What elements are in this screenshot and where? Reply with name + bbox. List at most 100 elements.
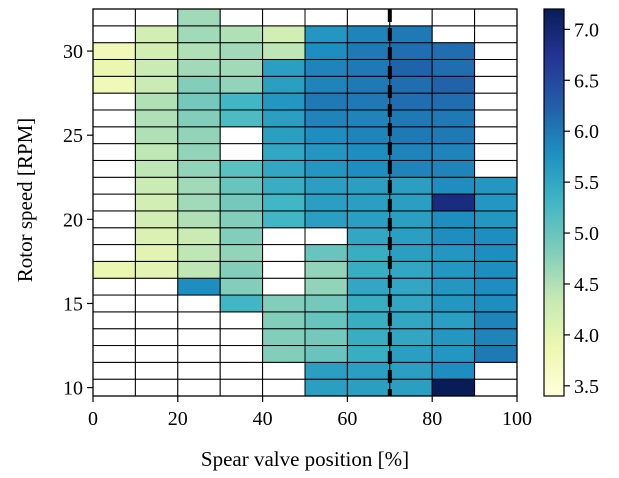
heatmap-cell	[177, 92, 221, 111]
heatmap-cell	[92, 328, 136, 347]
colorbar-tick-label: 7.0	[574, 19, 599, 41]
heatmap-cell	[431, 42, 476, 60]
heatmap-cell	[177, 345, 221, 363]
heatmap-cell	[389, 260, 433, 279]
y-axis-label: Rotor speed [RPM]	[13, 118, 37, 283]
heatmap-cell	[92, 294, 136, 313]
heatmap-cell	[304, 227, 348, 246]
heatmap-cell	[346, 260, 391, 279]
heatmap-cell	[219, 92, 264, 111]
heatmap-cell	[474, 58, 518, 77]
heatmap-cell	[389, 210, 433, 229]
heatmap-cell	[304, 25, 348, 44]
heatmap-cell	[262, 58, 306, 77]
heatmap-cell	[92, 58, 136, 77]
heatmap-cell	[474, 159, 518, 178]
heatmap-cell	[177, 193, 221, 212]
heatmap-cell	[134, 92, 179, 111]
heatmap-cells	[92, 8, 518, 397]
heatmap-cell	[92, 244, 136, 262]
heatmap-cell	[262, 25, 306, 44]
x-tick-label: 0	[88, 408, 98, 430]
heatmap-cell	[304, 244, 348, 262]
heatmap-cell	[474, 42, 518, 60]
heatmap-cell	[262, 294, 306, 313]
heatmap-cell	[262, 277, 306, 296]
plot-frame	[92, 8, 518, 397]
heatmap-cell	[134, 109, 179, 128]
heatmap-cell	[346, 143, 391, 161]
heatmap-cell	[134, 75, 179, 94]
heatmap-cell	[92, 176, 136, 195]
heatmap-cell	[134, 159, 179, 178]
heatmap-cell	[389, 244, 433, 262]
heatmap-cell	[177, 227, 221, 246]
heatmap-cell	[92, 159, 136, 178]
heatmap-cell	[262, 8, 306, 27]
heatmap-cell	[219, 193, 264, 212]
heatmap-cell	[389, 176, 433, 195]
heatmap-cell	[431, 244, 476, 262]
heatmap-cell	[304, 328, 348, 347]
heatmap-cell	[262, 75, 306, 94]
heatmap-cell	[431, 8, 476, 27]
heatmap-cell	[134, 193, 179, 212]
heatmap-cell	[219, 378, 264, 397]
x-tick-label: 20	[168, 408, 188, 430]
heatmap-cell	[346, 193, 391, 212]
y-tick-label: 25	[63, 125, 83, 147]
heatmap-cell	[262, 210, 306, 229]
heatmap-cell	[431, 75, 476, 94]
heatmap-cell	[177, 361, 221, 380]
heatmap-cell	[134, 58, 179, 77]
heatmap-cell	[177, 109, 221, 128]
heatmap-cell	[304, 311, 348, 330]
heatmap-cell	[474, 311, 518, 330]
heatmap-cell	[346, 345, 391, 363]
heatmap-cell	[474, 126, 518, 145]
heatmap-cell	[431, 176, 476, 195]
colorbar-tick-label: 6.5	[574, 70, 599, 92]
y-tick-label: 15	[63, 293, 83, 315]
heatmap-cell	[431, 25, 476, 44]
heatmap-cell	[134, 277, 179, 296]
heatmap-cell	[219, 8, 264, 27]
heatmap-cell	[219, 75, 264, 94]
heatmap-cell	[346, 294, 391, 313]
heatmap-cell	[431, 328, 476, 347]
heatmap-cell	[431, 210, 476, 229]
heatmap-cell	[304, 8, 348, 27]
heatmap-cell	[431, 311, 476, 330]
heatmap-cell	[474, 193, 518, 212]
heatmap-cell	[346, 58, 391, 77]
heatmap-cell	[134, 210, 179, 229]
heatmap-cell	[134, 244, 179, 262]
heatmap-cell	[304, 193, 348, 212]
y-tick-label: 20	[63, 209, 83, 231]
heatmap-cell	[219, 328, 264, 347]
heatmap-cell	[346, 25, 391, 44]
heatmap-cell	[219, 143, 264, 161]
heatmap-cell	[177, 126, 221, 145]
heatmap-cell	[92, 126, 136, 145]
heatmap-cell	[389, 311, 433, 330]
heatmap-cell	[134, 311, 179, 330]
heatmap-cell	[262, 378, 306, 397]
heatmap-cell	[389, 58, 433, 77]
heatmap-cell	[389, 361, 433, 380]
heatmap-cell	[92, 92, 136, 111]
heatmap-cell	[92, 193, 136, 212]
heatmap-cell	[346, 75, 391, 94]
heatmap-cell	[177, 260, 221, 279]
colorbar: 3.5 4.0 4.5 5.0 5.5 6.0 6.5 7.0	[543, 8, 599, 398]
heatmap-cell	[346, 378, 391, 397]
heatmap-cell	[389, 277, 433, 296]
heatmap-cell	[431, 361, 476, 380]
colorbar-tick-label: 3.5	[574, 376, 599, 398]
heatmap-cell	[346, 92, 391, 111]
heatmap-cell	[177, 25, 221, 44]
heatmap-cell	[262, 159, 306, 178]
heatmap-cell	[92, 8, 136, 27]
heatmap-cell	[389, 378, 433, 397]
heatmap-cell	[304, 361, 348, 380]
